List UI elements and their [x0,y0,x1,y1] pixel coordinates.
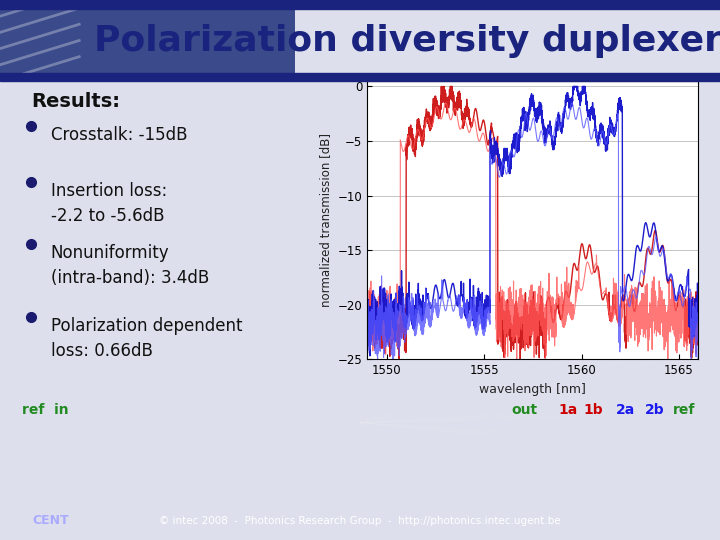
Text: Insertion loss:
-2.2 to -5.6dB: Insertion loss: -2.2 to -5.6dB [51,182,167,225]
Text: ref  in: ref in [22,403,68,417]
Text: 1a: 1a [558,403,577,417]
Text: ref: ref [673,403,696,417]
Text: out: out [511,403,537,417]
Text: 1b: 1b [583,403,603,417]
FancyBboxPatch shape [0,0,295,105]
Text: © intec 2008  -  Photonics Research Group  -  http://photonics.intec.ugent.be: © intec 2008 - Photonics Research Group … [159,516,561,525]
Text: Polarization diversity duplexer: Polarization diversity duplexer [94,24,720,57]
Text: 2a: 2a [616,403,635,417]
Text: Crosstalk: -15dB: Crosstalk: -15dB [51,126,187,144]
X-axis label: wavelength [nm]: wavelength [nm] [480,382,586,395]
Text: Results:: Results: [31,92,120,111]
Text: Polarization dependent
loss: 0.66dB: Polarization dependent loss: 0.66dB [51,317,243,360]
Y-axis label: normalized transmission [dB]: normalized transmission [dB] [319,133,332,307]
Text: 2b: 2b [644,403,664,417]
Text: CENT: CENT [32,514,68,527]
Text: Nonuniformity
(intra-band): 3.4dB: Nonuniformity (intra-band): 3.4dB [51,244,209,287]
